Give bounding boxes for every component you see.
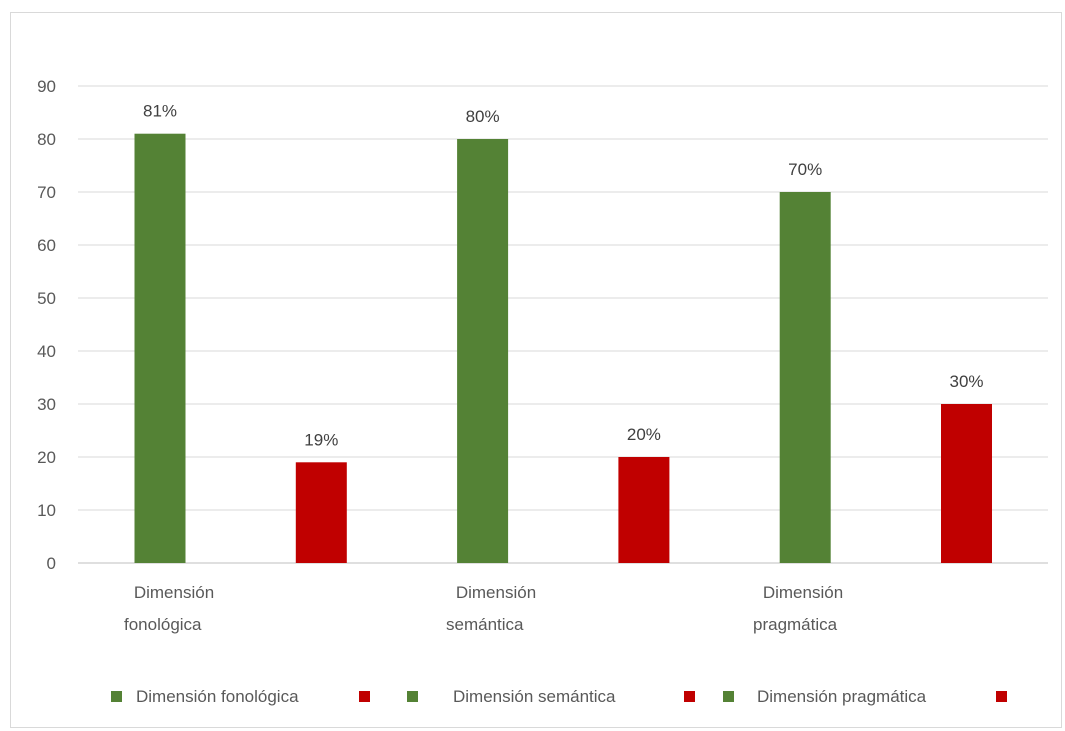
y-tick-label: 60 bbox=[37, 236, 56, 255]
bar-1 bbox=[134, 133, 186, 563]
data-label: 70% bbox=[788, 160, 822, 179]
y-tick-label: 40 bbox=[37, 342, 56, 361]
y-tick-label: 20 bbox=[37, 448, 56, 467]
data-label: 20% bbox=[627, 425, 661, 444]
data-label: 81% bbox=[143, 102, 177, 121]
bar-4 bbox=[618, 457, 670, 563]
category-label-line: Dimensión bbox=[134, 583, 214, 602]
bar-6 bbox=[941, 404, 992, 563]
legend-entry-label: Dimensión semántica bbox=[453, 687, 616, 706]
bar-3 bbox=[457, 139, 509, 563]
data-label: 80% bbox=[466, 107, 500, 126]
y-tick-label: 10 bbox=[37, 501, 56, 520]
y-tick-label: 50 bbox=[37, 289, 56, 308]
y-tick-label: 90 bbox=[37, 77, 56, 96]
category-label-line: Dimensión bbox=[456, 583, 536, 602]
legend-marker-6 bbox=[996, 691, 1007, 702]
y-tick-label: 70 bbox=[37, 183, 56, 202]
legend-entry-label: Dimensión fonológica bbox=[136, 687, 299, 706]
legend-entry-label: Dimensión pragmática bbox=[757, 687, 927, 706]
bar-2 bbox=[295, 462, 347, 563]
category-label-line: Dimensión bbox=[763, 583, 843, 602]
legend-marker-2 bbox=[359, 691, 370, 702]
category-label-line: semántica bbox=[446, 615, 524, 634]
data-label: 30% bbox=[949, 372, 983, 391]
data-label: 19% bbox=[304, 430, 338, 449]
legend-marker-1 bbox=[111, 691, 122, 702]
y-tick-label: 30 bbox=[37, 395, 56, 414]
y-tick-label: 80 bbox=[37, 130, 56, 149]
category-label-line: pragmática bbox=[753, 615, 838, 634]
legend-marker-3 bbox=[407, 691, 418, 702]
legend-marker-4 bbox=[684, 691, 695, 702]
legend-marker-5 bbox=[723, 691, 734, 702]
bar-5 bbox=[779, 192, 831, 563]
category-label-line: fonológica bbox=[124, 615, 202, 634]
y-tick-label: 0 bbox=[47, 554, 56, 573]
